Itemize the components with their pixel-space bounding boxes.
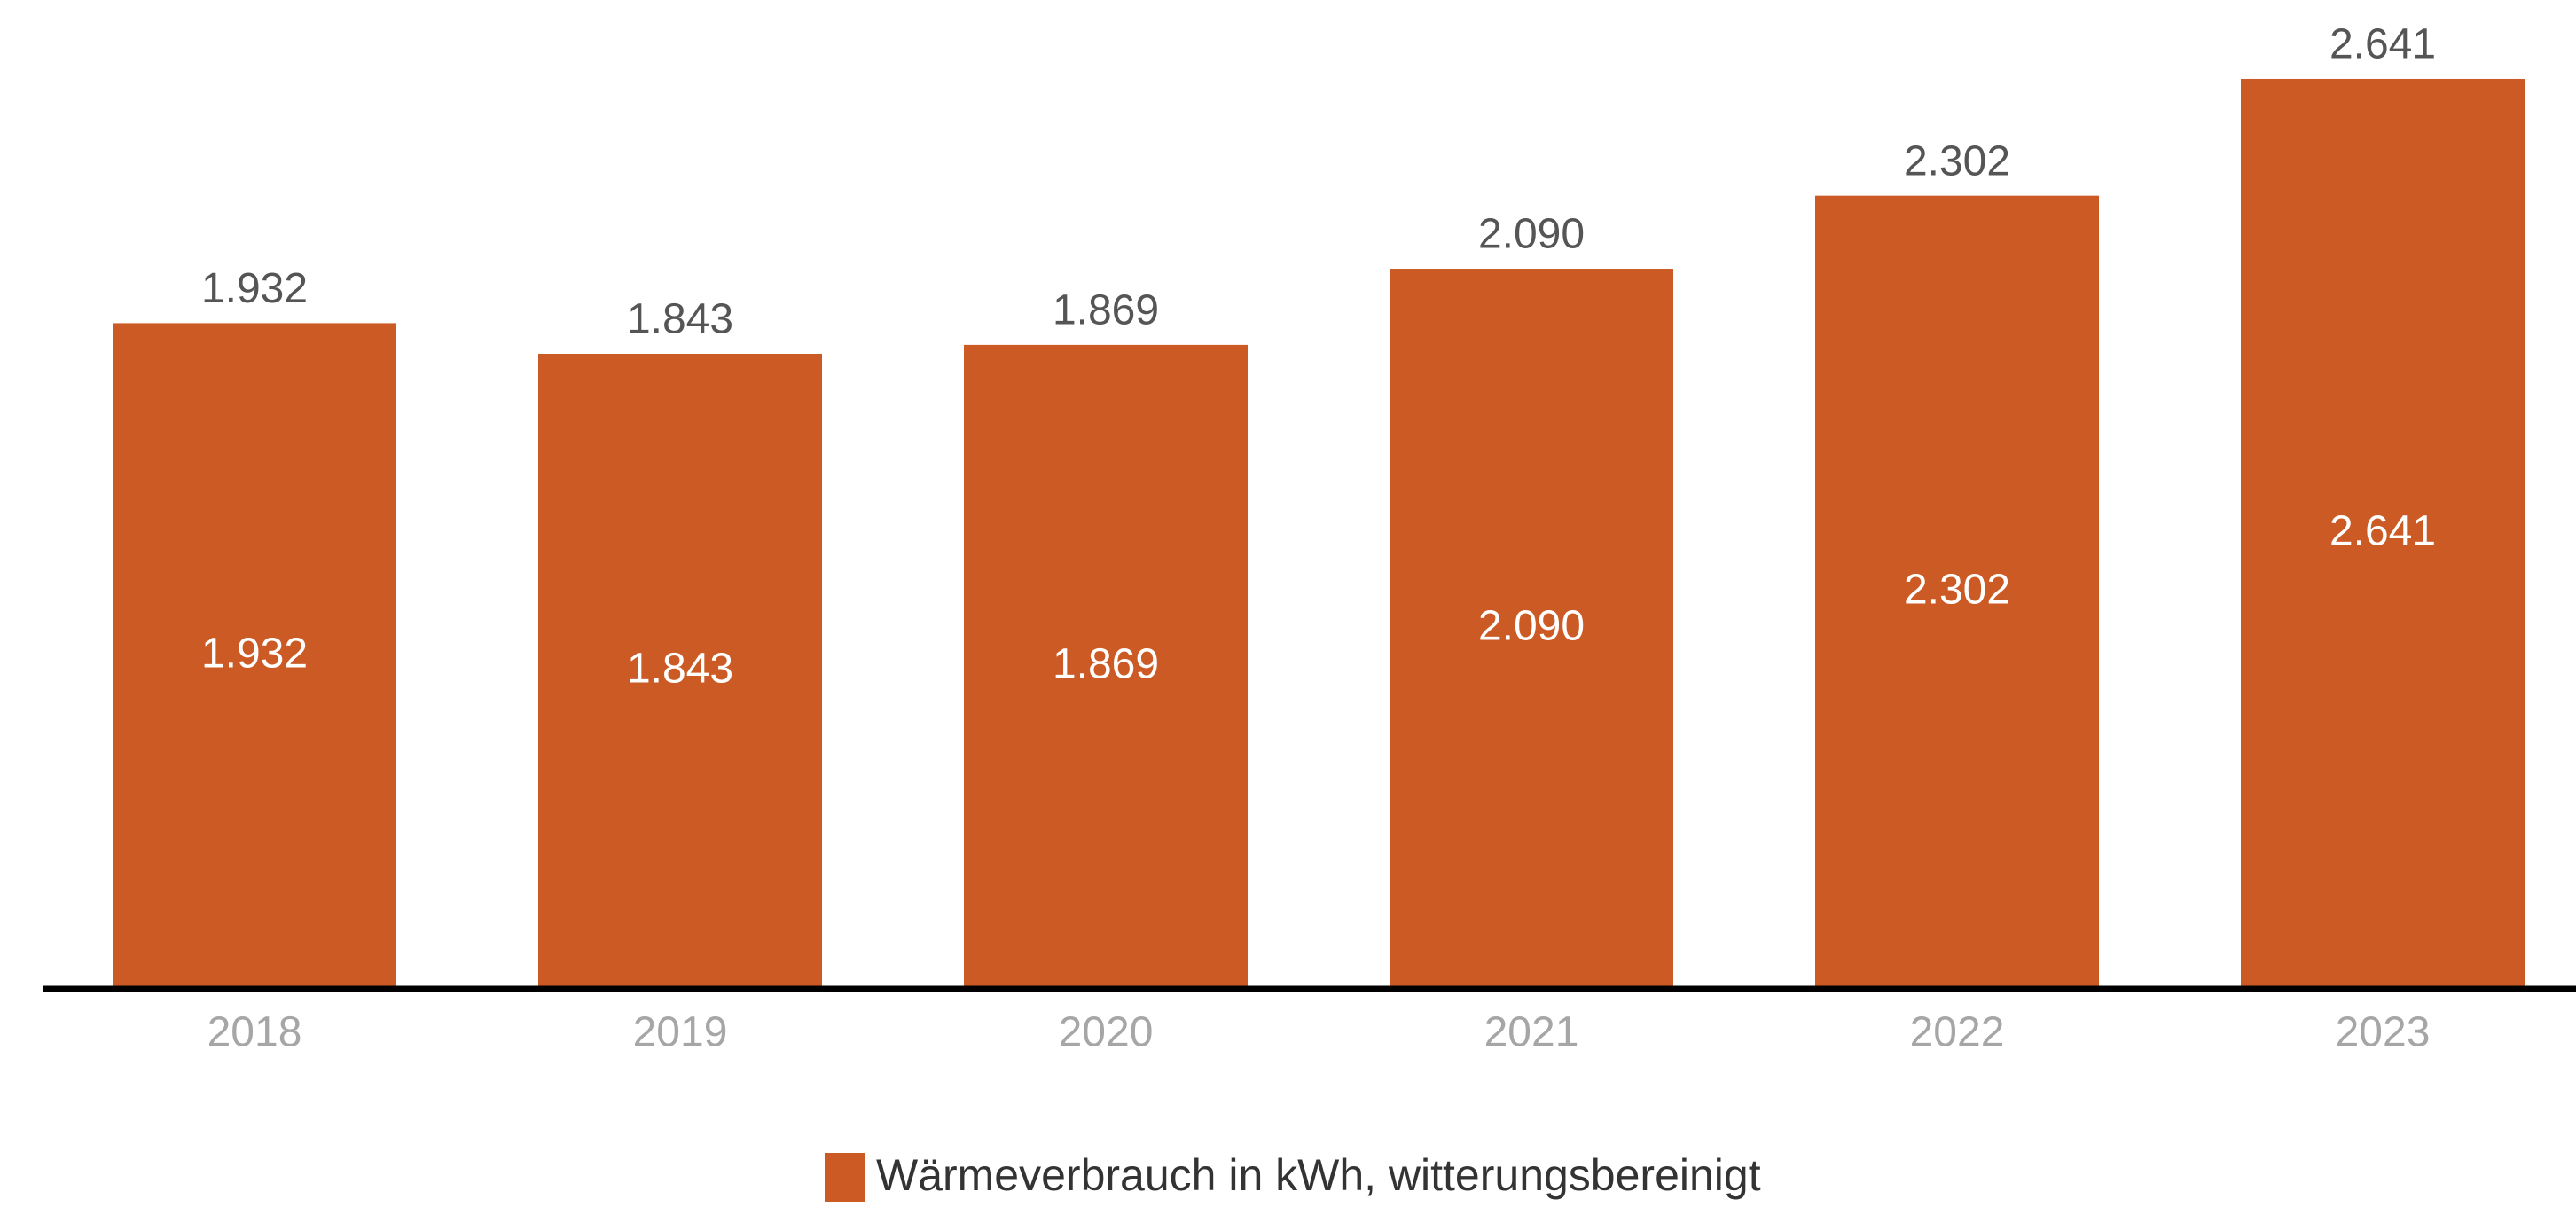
x-tick-label: 2022 [1910,1009,2005,1056]
value-label-top: 1.869 [1053,287,1159,334]
value-label-inside: 1.843 [627,646,733,693]
bar [1390,269,1673,989]
value-label-top: 1.843 [627,296,733,343]
value-label-top: 1.932 [201,265,308,312]
bar [113,323,396,989]
value-label-top: 2.090 [1478,211,1585,258]
x-tick-label: 2020 [1059,1009,1154,1056]
value-label-inside: 1.869 [1053,641,1159,688]
x-tick-label: 2018 [207,1009,302,1056]
bar [964,344,1248,989]
bar [1815,195,2099,989]
x-tick-label: 2021 [1484,1009,1579,1056]
value-label-inside: 2.641 [2329,508,2436,555]
x-tick-label: 2023 [2336,1009,2431,1056]
value-label-top: 2.302 [1904,137,2010,184]
x-tick-label: 2019 [633,1009,728,1056]
legend-swatch [825,1153,865,1202]
value-label-inside: 2.090 [1478,603,1585,650]
value-label-inside: 1.932 [201,630,308,677]
bar [2241,78,2525,989]
value-label-top: 2.641 [2329,21,2436,68]
bar [538,353,822,989]
value-label-inside: 2.302 [1904,567,2010,614]
legend-label: Wärmeverbrauch in kWh, witterungsbereini… [876,1150,1761,1200]
